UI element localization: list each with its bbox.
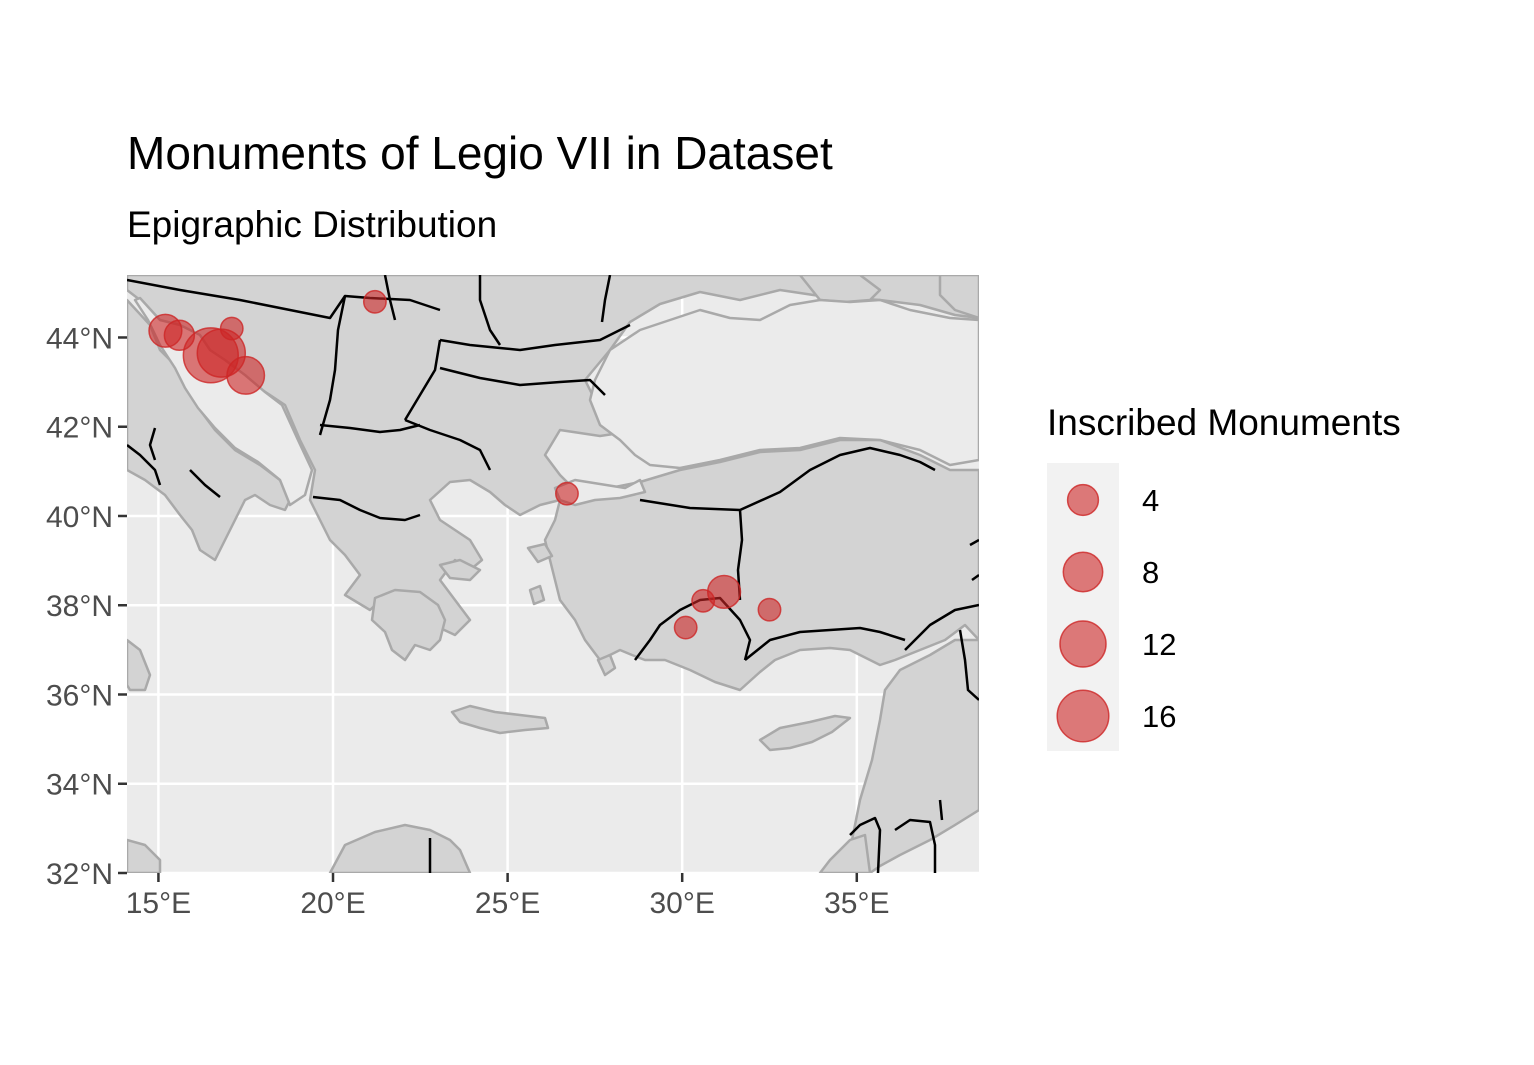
legend-label-3: 16	[1142, 699, 1176, 734]
land-peloponnese	[370, 588, 447, 662]
border-23	[894, 818, 937, 873]
land-cyprus	[758, 714, 852, 752]
land-euboea	[438, 558, 482, 582]
y-tick-label: 40°N	[46, 501, 113, 534]
land-egypt-coast	[818, 833, 872, 873]
border-9	[478, 275, 502, 346]
border-20	[148, 427, 157, 461]
border-18	[969, 538, 979, 582]
legend-label-2: 12	[1142, 627, 1176, 662]
land-rhodes	[596, 653, 617, 677]
legend-label-1: 8	[1142, 555, 1159, 590]
border-22	[849, 816, 882, 873]
monument-point-5	[226, 355, 266, 395]
border-17	[958, 629, 979, 701]
axes: 15°E 20°E 25°E 30°E 35°E 32°N 34°N 36°N 38°N 40°N…	[46, 322, 890, 920]
land-crete	[450, 704, 550, 735]
land-chios	[528, 584, 546, 606]
legend: Inscribed Monuments 4 8 12 16	[1047, 402, 1401, 751]
border-4	[439, 323, 631, 352]
border-7	[404, 418, 492, 471]
border-12	[639, 446, 936, 512]
border-1	[127, 278, 441, 320]
y-tick-label: 44°N	[46, 322, 113, 355]
land-caucasus	[938, 275, 979, 320]
legend-title: Inscribed Monuments	[1047, 402, 1401, 443]
chart-subtitle: Epigraphic Distribution	[127, 204, 498, 245]
land-sicily	[127, 638, 152, 692]
legend-entries: 4 8 12 16	[1056, 483, 1176, 743]
x-tick-label: 25°E	[475, 887, 540, 920]
border-21	[189, 469, 221, 498]
monument-point-11	[757, 597, 782, 622]
x-tick-label: 30°E	[650, 887, 715, 920]
sea-black-sea	[588, 298, 979, 470]
monument-point-4	[219, 316, 244, 341]
monument-points	[148, 289, 782, 640]
border-8	[312, 495, 421, 522]
x-tick-label: 20°E	[300, 887, 365, 920]
y-tick-label: 38°N	[46, 590, 113, 623]
y-tick-label: 42°N	[46, 412, 113, 445]
border-10	[600, 275, 612, 323]
monument-point-10	[673, 615, 698, 640]
border-6	[403, 339, 442, 421]
chart-title: Monuments of Legio VII in Dataset	[127, 127, 833, 179]
monument-point-7	[555, 481, 579, 506]
y-tick-label: 32°N	[46, 858, 113, 891]
legend-key-2	[1059, 620, 1107, 668]
legend-key-1	[1062, 551, 1104, 593]
border-16	[904, 603, 979, 651]
legend-key-3	[1056, 689, 1110, 743]
monument-point-6	[362, 289, 387, 314]
land-lesbos	[526, 542, 554, 564]
x-tick-label: 35°E	[824, 887, 889, 920]
land-layer	[127, 275, 979, 873]
monument-point-9	[691, 588, 716, 613]
land-north-africa	[328, 823, 472, 873]
border-3	[319, 423, 421, 434]
border-2	[318, 295, 347, 436]
y-tick-label: 36°N	[46, 679, 113, 712]
land-libya-west	[127, 838, 162, 873]
legend-label-0: 4	[1142, 483, 1159, 518]
border-15	[744, 626, 906, 661]
x-tick-label: 15°E	[126, 887, 191, 920]
border-24	[938, 799, 944, 821]
border-19	[127, 444, 162, 486]
y-tick-label: 34°N	[46, 769, 113, 802]
border-5	[439, 366, 606, 396]
legend-key-0	[1066, 483, 1100, 517]
border-11	[383, 275, 397, 321]
